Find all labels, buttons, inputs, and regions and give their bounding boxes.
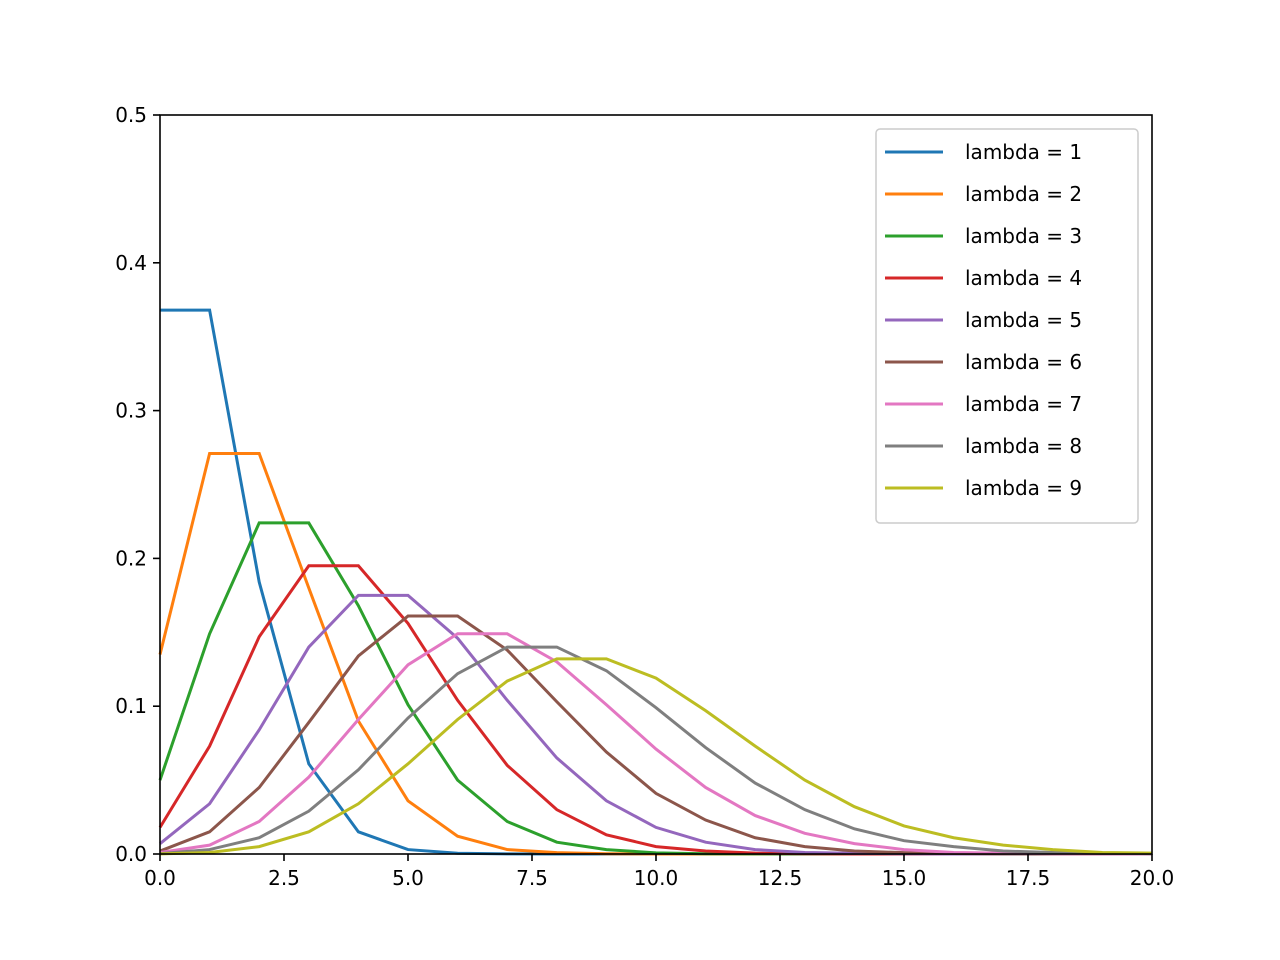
legend-label: lambda = 8: [965, 434, 1082, 458]
legend: lambda = 1 lambda = 2 lambda = 3 lambda = 4…: [875, 128, 1139, 524]
y-tick-label: 0.3: [115, 399, 147, 423]
y-tick-label: 0.2: [115, 546, 147, 570]
y-axis: 0.0 0.1 0.2 0.3 0.4 0.5: [115, 103, 160, 866]
legend-label: lambda = 6: [965, 350, 1082, 374]
y-tick-label: 0.1: [115, 694, 147, 718]
x-tick-label: 0.0: [144, 866, 176, 890]
series-line-7: [159, 632, 1153, 856]
x-tick-label: 2.5: [268, 866, 300, 890]
legend-box: [875, 128, 1139, 524]
legend-label: lambda = 4: [965, 266, 1082, 290]
x-axis: 0.0 2.5 5.0 7.5 10.0 12.5 15.0 17.5 20.0: [144, 854, 1174, 890]
legend-label: lambda = 5: [965, 308, 1082, 332]
x-tick-label: 12.5: [758, 866, 803, 890]
legend-label: lambda = 7: [965, 392, 1082, 416]
x-tick-label: 5.0: [392, 866, 424, 890]
y-tick-label: 0.4: [115, 251, 147, 275]
x-tick-label: 20.0: [1130, 866, 1175, 890]
series-line-8: [159, 645, 1153, 856]
x-tick-label: 17.5: [1006, 866, 1051, 890]
legend-label: lambda = 1: [965, 140, 1082, 164]
legend-label: lambda = 2: [965, 182, 1082, 206]
x-tick-label: 10.0: [634, 866, 679, 890]
y-tick-label: 0.0: [115, 842, 147, 866]
y-tick-label: 0.5: [115, 103, 147, 127]
legend-label: lambda = 9: [965, 476, 1082, 500]
x-tick-label: 7.5: [516, 866, 548, 890]
legend-label: lambda = 3: [965, 224, 1082, 248]
series-line-9: [159, 657, 1153, 856]
x-tick-label: 15.0: [882, 866, 927, 890]
